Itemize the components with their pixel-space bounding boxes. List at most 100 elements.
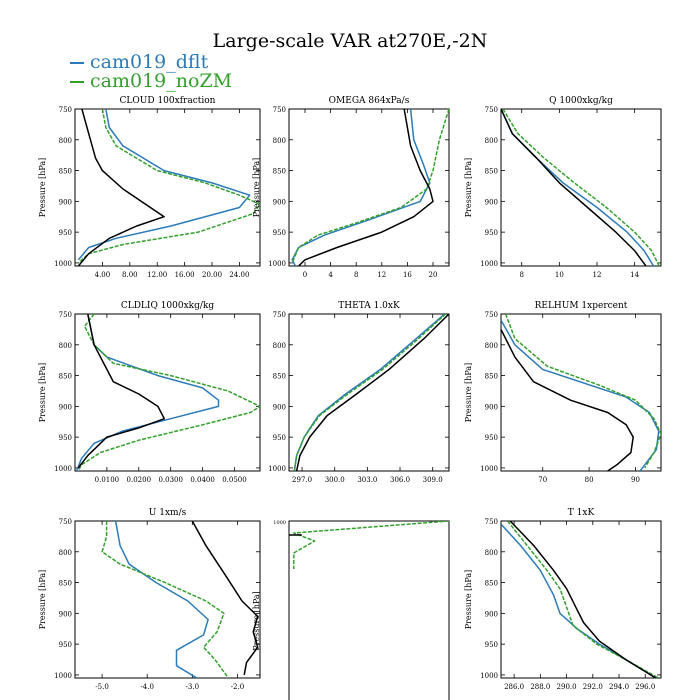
- y-tick-label: 950: [485, 434, 498, 442]
- x-tick-label: 294.0: [609, 683, 629, 691]
- panel-5: THETA 1.0xK 750 800 850 900 950 1000 297.0 300.0…: [268, 301, 450, 484]
- y-axis-label: Pressure [hPa]: [252, 158, 261, 218]
- x-tick-label: 0.0100: [95, 476, 120, 484]
- panel-7: U 1xm/s Pressure [hPa] 750 800 850 900 950 1000…: [38, 508, 261, 691]
- panel-title: OMEGA 864xPa/s: [329, 96, 410, 106]
- panel-2: OMEGA 864xPa/s Pressure [hPa] 750 800 850 900…: [252, 96, 450, 279]
- panel-1: CLOUD 100xfraction Pressure [hPa] 750 800 85…: [38, 96, 261, 279]
- series-line-cam019_noZM: [293, 521, 449, 569]
- series-line-cam019_noZM: [77, 109, 260, 264]
- y-tick-label: 1000: [480, 672, 498, 680]
- series-line-control: [509, 521, 657, 678]
- legend-item-nozm: cam019_noZM: [70, 72, 232, 91]
- y-tick-label: 900: [59, 198, 72, 206]
- y-tick-label: 950: [485, 229, 498, 237]
- x-tick-label: 4.00: [95, 271, 111, 279]
- x-tick-label: 0.0400: [190, 476, 215, 484]
- panel-title: CLOUD 100xfraction: [120, 96, 216, 106]
- series-line-cam019_dflt: [75, 314, 220, 471]
- y-tick-label: 1000: [54, 260, 72, 268]
- series-group: [291, 109, 449, 266]
- series-group: [501, 314, 661, 471]
- legend-label-dflt: cam019_dflt: [90, 51, 209, 73]
- y-tick-label: 950: [59, 229, 72, 237]
- series-line-cam019_noZM: [291, 109, 449, 264]
- y-tick-label: 950: [59, 434, 72, 442]
- y-tick-label: 900: [485, 403, 498, 411]
- y-tick-label: 1000: [480, 465, 498, 473]
- x-tick-label: 14: [630, 271, 639, 279]
- y-tick-label: 900: [485, 610, 498, 618]
- y-tick-label: 800: [59, 342, 72, 350]
- y-axis-label: Pressure [hPa]: [464, 158, 473, 218]
- x-tick-label: 303.0: [357, 476, 377, 484]
- y-tick-label: 800: [485, 549, 498, 557]
- panel-title: U 1xm/s: [149, 508, 187, 518]
- series-line-cam019_dflt: [114, 521, 209, 678]
- y-tick-label: 850: [59, 580, 72, 588]
- y-tick-label: 1000: [268, 465, 286, 473]
- y-axis-label: Pressure [hPa]: [38, 158, 47, 218]
- y-tick-label: 850: [485, 373, 498, 381]
- series-line-cam019_dflt: [501, 523, 657, 678]
- y-axis-label: Pressure [hPa]: [38, 363, 47, 423]
- y-tick-label: 950: [485, 641, 498, 649]
- legend-swatch-dflt: [70, 61, 84, 64]
- y-tick-label: 750: [485, 106, 498, 114]
- x-tick-label: 80: [585, 476, 594, 484]
- panel-frame: [288, 313, 450, 472]
- series-group: [293, 314, 449, 471]
- series-line-cam019_noZM: [507, 521, 659, 678]
- x-tick-label: -4.0: [140, 683, 154, 691]
- series-line-cam019_noZM: [504, 314, 661, 469]
- legend-item-dflt: cam019_dflt: [70, 53, 232, 72]
- series-line-control: [501, 329, 634, 471]
- series-group: [75, 314, 260, 471]
- series-group: [501, 521, 659, 678]
- series-line-cam019_noZM: [293, 314, 447, 471]
- y-tick-label: 750: [59, 106, 72, 114]
- y-tick-label: 750: [59, 518, 72, 526]
- y-tick-label: 950: [273, 434, 286, 442]
- x-tick-label: 0: [303, 271, 307, 279]
- y-tick-label: 850: [485, 168, 498, 176]
- x-tick-label: 20: [429, 271, 438, 279]
- panel-frame: [500, 313, 662, 472]
- y-tick-label: 800: [485, 342, 498, 350]
- y-tick-label: 750: [59, 311, 72, 319]
- panel-frame: [500, 520, 662, 679]
- y-axis-label: Pressure [hPa]: [464, 363, 473, 423]
- y-tick-label: 800: [59, 137, 72, 145]
- y-tick-label: 750: [273, 106, 286, 114]
- panel-frame: [74, 520, 261, 679]
- x-tick-label: 12.00: [147, 271, 167, 279]
- series-line-cam019_dflt: [291, 109, 431, 266]
- y-tick-label: 800: [485, 137, 498, 145]
- series-line-cam019_noZM: [77, 314, 260, 471]
- x-tick-label: -2.0: [231, 683, 245, 691]
- x-tick-label: 16: [403, 271, 412, 279]
- panel-3: Q 1000xkg/kg Pressure [hPa] 750 800 850 900 95…: [464, 96, 662, 279]
- panel-4: CLDLIQ 1000xkg/kg Pressure [hPa] 750 800 850…: [38, 301, 261, 484]
- x-tick-label: 306.0: [390, 476, 410, 484]
- series-line-control: [298, 109, 434, 266]
- y-tick-label: 1000: [268, 260, 286, 268]
- x-tick-label: 288.0: [530, 683, 550, 691]
- series-line-cam019_dflt: [501, 319, 660, 471]
- series-line-cam019_noZM: [101, 521, 230, 678]
- x-tick-label: 286.0: [504, 683, 524, 691]
- series-line-cam019_noZM: [502, 109, 660, 266]
- series-line-cam019_dflt: [501, 109, 655, 266]
- series-group: [77, 109, 260, 266]
- series-line-control: [77, 109, 165, 266]
- panel-frame: [74, 108, 261, 267]
- legend: cam019_dflt cam019_noZM: [70, 53, 232, 91]
- series-line-control: [191, 521, 259, 676]
- series-group: [501, 109, 660, 266]
- y-axis-label: Pressure [hPa]: [464, 570, 473, 630]
- panel-title: Q 1000xkg/kg: [549, 96, 613, 106]
- x-tick-label: 12: [377, 271, 386, 279]
- y-tick-label: 1000: [54, 672, 72, 680]
- legend-label-nozm: cam019_noZM: [90, 70, 233, 92]
